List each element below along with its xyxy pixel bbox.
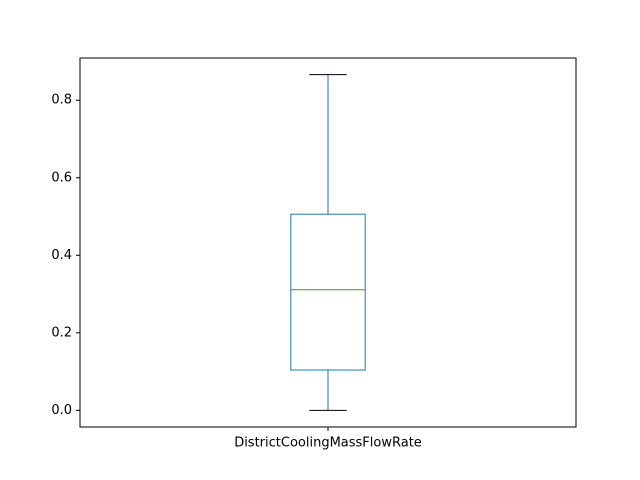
x-axis: DistrictCoolingMassFlowRate — [234, 427, 422, 451]
y-tick-label: 0.4 — [51, 248, 72, 263]
y-tick-label: 0.8 — [51, 93, 72, 108]
y-tick-label: 0.0 — [51, 403, 72, 418]
iqr-box — [290, 213, 366, 371]
plot-frame — [79, 57, 577, 428]
chart-marks — [290, 74, 366, 411]
x-tick-label: DistrictCoolingMassFlowRate — [234, 436, 422, 451]
y-axis: 0.0 0.2 0.4 0.6 0.8 — [51, 93, 80, 418]
y-tick-label: 0.6 — [51, 170, 72, 185]
y-tick-label: 0.2 — [51, 325, 72, 340]
